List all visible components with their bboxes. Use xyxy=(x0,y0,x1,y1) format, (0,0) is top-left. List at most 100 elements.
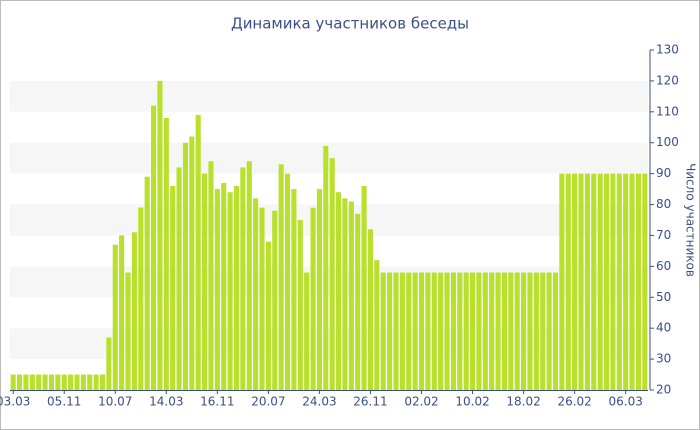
y-tick-label: 100 xyxy=(656,135,679,149)
bar xyxy=(214,189,220,390)
bar xyxy=(138,207,144,390)
x-tick-label: 24.03 xyxy=(302,395,336,409)
bar xyxy=(521,272,527,390)
bar xyxy=(297,220,303,390)
bar xyxy=(444,272,450,390)
bar xyxy=(61,374,67,390)
bar xyxy=(265,241,271,390)
bar xyxy=(272,210,278,390)
bar xyxy=(316,189,322,390)
bar xyxy=(591,173,597,390)
chart-title: Динамика участников беседы xyxy=(231,15,469,33)
x-tick-label: 26.11 xyxy=(353,395,387,409)
bar xyxy=(329,158,335,390)
bar xyxy=(361,186,367,390)
bar xyxy=(463,272,469,390)
bar xyxy=(380,272,386,390)
bar xyxy=(431,272,437,390)
bar xyxy=(10,374,16,390)
y-tick-label: 30 xyxy=(656,352,671,366)
bar xyxy=(42,374,48,390)
bar xyxy=(195,114,201,390)
bar xyxy=(170,186,176,390)
x-tick-label: 05.11 xyxy=(47,395,81,409)
bar xyxy=(23,374,29,390)
bar xyxy=(367,229,374,390)
bar xyxy=(559,173,565,390)
y-tick-label: 50 xyxy=(656,290,671,304)
bar xyxy=(623,173,629,390)
bar xyxy=(87,374,93,390)
bar xyxy=(603,173,610,390)
bar xyxy=(489,272,495,390)
bar xyxy=(578,173,584,390)
y-tick-label: 20 xyxy=(656,383,671,397)
bar xyxy=(597,173,603,390)
bar xyxy=(48,374,55,390)
bar xyxy=(438,272,444,390)
bar xyxy=(514,272,520,390)
bar xyxy=(348,201,354,390)
bar xyxy=(202,173,208,390)
bar xyxy=(227,192,233,390)
bar xyxy=(469,272,476,390)
bar xyxy=(112,244,118,390)
grid-band xyxy=(10,328,648,360)
bar xyxy=(189,136,195,390)
bar xyxy=(36,374,42,390)
bar xyxy=(565,173,571,390)
bar xyxy=(533,272,539,390)
bar xyxy=(450,272,456,390)
bar xyxy=(616,173,622,390)
y-tick-label: 70 xyxy=(656,228,671,242)
bar xyxy=(176,167,182,390)
y-tick-label: 80 xyxy=(656,197,671,211)
x-tick-label: 20.07 xyxy=(251,395,285,409)
bar xyxy=(106,337,112,390)
y-tick-label: 130 xyxy=(656,43,679,57)
bar xyxy=(584,173,590,390)
bar xyxy=(157,80,163,390)
bar xyxy=(163,118,169,390)
y-tick-label: 40 xyxy=(656,321,671,335)
bar xyxy=(482,272,488,390)
bar xyxy=(336,192,342,390)
bar xyxy=(540,272,546,390)
bar xyxy=(374,260,380,390)
bar xyxy=(131,232,137,390)
bar xyxy=(304,272,310,390)
grid-band xyxy=(10,266,648,298)
bar xyxy=(29,374,35,390)
bar xyxy=(406,272,412,390)
bar xyxy=(457,272,463,390)
bar xyxy=(572,173,578,390)
bar xyxy=(610,173,616,390)
bar xyxy=(291,189,297,390)
x-tick-label: 10.02 xyxy=(455,395,489,409)
bar xyxy=(74,374,80,390)
bar xyxy=(240,167,246,390)
bar xyxy=(208,161,214,390)
bar xyxy=(55,374,61,390)
bar xyxy=(476,272,482,390)
grid-band xyxy=(10,80,648,112)
grid-band xyxy=(10,142,648,174)
bar xyxy=(508,272,514,390)
x-tick-label: 02.02 xyxy=(404,395,438,409)
bar xyxy=(412,272,418,390)
x-tick-label: 26.02 xyxy=(557,395,591,409)
y-tick-label: 110 xyxy=(656,104,679,118)
bar xyxy=(552,272,559,390)
bar xyxy=(642,173,648,390)
bar xyxy=(119,235,125,390)
x-tick-label: 06.03 xyxy=(608,395,642,409)
bar xyxy=(629,173,635,390)
y-tick-label: 120 xyxy=(656,73,679,87)
bar xyxy=(93,374,99,390)
bar xyxy=(278,164,284,390)
bar xyxy=(387,272,393,390)
y-tick-label: 60 xyxy=(656,259,671,273)
bar xyxy=(546,272,552,390)
x-tick-label: 18.02 xyxy=(506,395,540,409)
